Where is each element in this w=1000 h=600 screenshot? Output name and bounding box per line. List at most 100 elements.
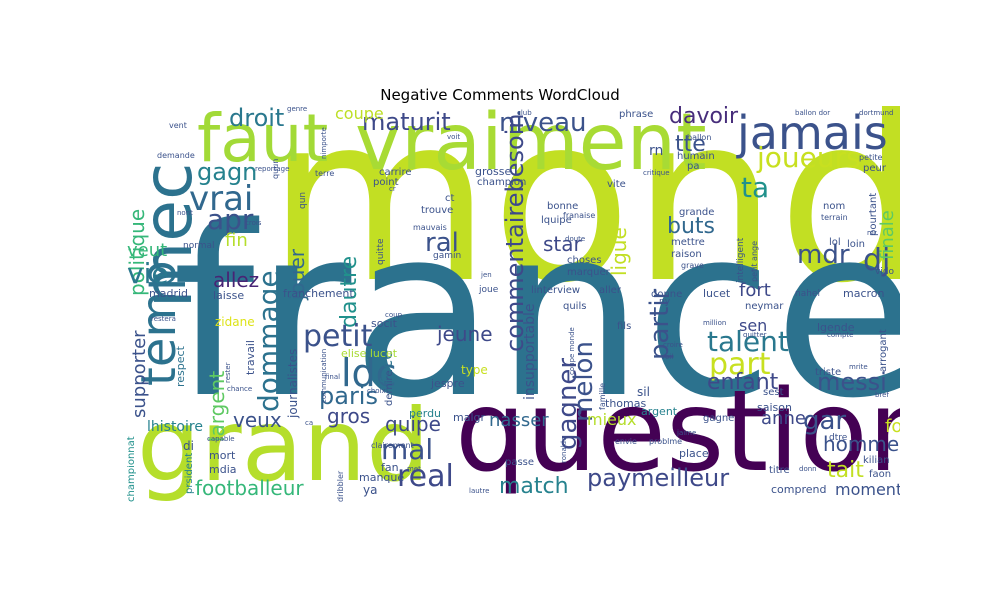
- word-problme: problme: [649, 437, 683, 446]
- word-nahel: nahel: [795, 289, 820, 299]
- word-buts: buts: [667, 214, 715, 239]
- word-faut: faut: [197, 106, 329, 177]
- word-gar: gar: [803, 406, 847, 436]
- word-allez: allez: [213, 268, 260, 292]
- word-droit: droit: [229, 106, 285, 132]
- word-dernire: dernire: [384, 370, 395, 406]
- word-insupportable: insupportable: [522, 303, 538, 400]
- chart-title: Negative Comments WordCloud: [380, 86, 620, 104]
- word-choses: choses: [567, 255, 602, 266]
- word-final: final: [325, 373, 341, 381]
- word-trouve: trouve: [421, 205, 454, 216]
- word-championnat: championnat: [127, 436, 137, 502]
- word-met: met: [407, 465, 421, 473]
- word-vie: vie: [127, 257, 169, 290]
- word-kilian: kilian: [863, 455, 890, 466]
- word-gagn: gagn: [197, 158, 258, 186]
- word-million: million: [703, 319, 727, 327]
- word-messi: messi: [817, 368, 887, 396]
- word-fou: fou: [885, 416, 900, 437]
- word-argent: argent: [641, 405, 678, 418]
- word-fan: fan: [381, 461, 399, 474]
- word-arrogant: arrogant: [878, 329, 889, 372]
- word-travail: travail: [244, 340, 257, 375]
- word-macron: macron: [843, 287, 885, 300]
- word-petit-ange: petit ange: [750, 240, 759, 282]
- word-finale: finale: [877, 210, 898, 260]
- word-chance: chance: [227, 385, 253, 393]
- word-mort: mort: [209, 449, 236, 462]
- word-monde: monde: [267, 106, 900, 334]
- word-faon: faon: [869, 469, 892, 480]
- word-nasser: nasser: [489, 410, 549, 431]
- word-point: point: [373, 177, 399, 188]
- word-part: part: [709, 347, 771, 382]
- word-moment: moment: [835, 480, 900, 499]
- word-sil: sil: [637, 385, 650, 399]
- word-davoir: davoir: [669, 106, 739, 129]
- word-aller: aller: [599, 285, 621, 296]
- word-dj: dj: [863, 243, 891, 278]
- word-zidane: zidane: [215, 315, 255, 329]
- word-tte: tte: [675, 132, 706, 157]
- word-jen: jen: [481, 271, 492, 279]
- word-joueurs: joueurs: [757, 141, 861, 174]
- word-saison: saison: [757, 401, 792, 414]
- word-jaime: jaime: [677, 429, 697, 437]
- word-lautre: lautre: [469, 487, 490, 495]
- word-match: match: [499, 474, 569, 499]
- word-question: question: [455, 367, 900, 497]
- word-perdu: perdu: [409, 407, 442, 420]
- word-place: place: [679, 447, 709, 460]
- word-lgende: lgende: [817, 321, 855, 334]
- word-grave: grave: [681, 261, 704, 270]
- word-neymar: neymar: [745, 301, 784, 312]
- word-linterview: linterview: [531, 285, 581, 296]
- word-vent: vent: [169, 121, 187, 130]
- word-veux: veux: [233, 408, 282, 432]
- word-mettre: mettre: [671, 237, 705, 248]
- word-cr: cr: [389, 185, 396, 193]
- word-vido: vido: [875, 267, 895, 277]
- word-quils: quils: [563, 301, 587, 312]
- word-loin: loin: [847, 239, 866, 250]
- word-choix: choix: [367, 387, 386, 395]
- word-petit: petit: [303, 319, 373, 354]
- word-envie: envie: [615, 437, 637, 446]
- word-dribbler: dribbler: [336, 470, 345, 502]
- word-mrite: mrite: [849, 363, 868, 371]
- word-lhistoire: lhistoire: [147, 419, 203, 435]
- word-gros: gros: [327, 404, 371, 428]
- word-nimporte: nimporte: [320, 127, 328, 159]
- word-normal: normal: [183, 241, 215, 251]
- word-maturit: maturit: [362, 108, 451, 136]
- word-peur: peur: [863, 163, 886, 174]
- word-bonne: bonne: [547, 201, 579, 212]
- word-laisse: laisse: [213, 289, 245, 302]
- word-elise-lucet: elise lucet: [341, 347, 398, 360]
- word-di: di: [183, 439, 194, 453]
- word-ny: ny: [659, 297, 671, 307]
- word-veut: veut: [127, 240, 168, 261]
- word-ta: ta: [741, 171, 770, 204]
- word-malgr: malgr: [453, 411, 486, 424]
- word-voil: voil: [661, 353, 674, 361]
- word-joue: joue: [479, 285, 499, 295]
- word-mauvais: mauvais: [413, 223, 447, 232]
- word-mal: mal: [381, 433, 434, 466]
- word-ballon: ballon: [687, 133, 712, 142]
- word-ca: ca: [305, 419, 314, 427]
- word-lucet: lucet: [703, 287, 731, 300]
- word-type: type: [461, 363, 488, 377]
- word-enfant: enfant: [707, 370, 779, 395]
- word-anne: anne: [761, 408, 806, 429]
- word-star: star: [543, 232, 582, 256]
- word-communication: communication: [320, 348, 328, 403]
- word-capable: capable: [207, 435, 235, 443]
- word-niveau: niveau: [499, 108, 587, 138]
- word-donn: donn: [799, 465, 817, 473]
- word-intelligent: intelligent: [736, 237, 746, 283]
- word-reportage: reportage: [255, 165, 290, 173]
- word-demande: demande: [157, 151, 195, 160]
- word-genre: genre: [287, 106, 308, 113]
